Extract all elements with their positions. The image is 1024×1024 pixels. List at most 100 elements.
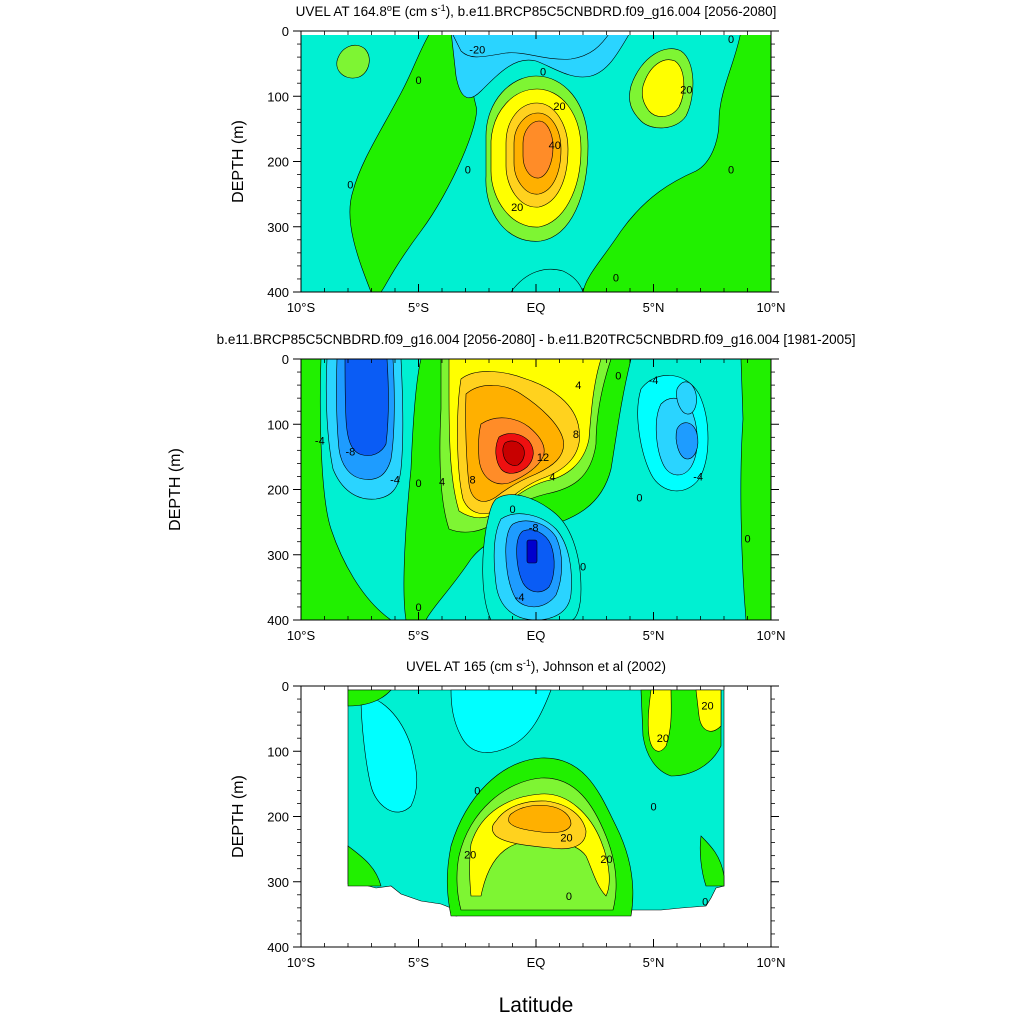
contour-label: 4 (549, 471, 555, 483)
contour-label: 0 (650, 802, 656, 814)
contour-label: 0 (702, 896, 708, 908)
x-tick-label: 5°N (643, 628, 665, 643)
x-tick-label: EQ (527, 955, 546, 970)
contour-label: 0 (415, 478, 421, 490)
negative-band (450, 689, 552, 753)
x-tick-label: 10°N (756, 955, 785, 970)
contour-label: 20 (560, 832, 572, 844)
contour-label: 4 (575, 380, 581, 392)
contour-label: 20 (701, 701, 713, 713)
positive-band (740, 359, 771, 620)
contour-label: 0 (540, 66, 546, 78)
x-axis-label: Latitude (499, 994, 574, 1017)
y-tick-label: 100 (267, 417, 289, 432)
positive-deep-south (347, 845, 382, 887)
contour-label: 0 (615, 370, 621, 382)
y-axis-label: DEPTH (m) (230, 775, 247, 858)
contour-label: 0 (728, 164, 734, 176)
contour-label: 0 (613, 273, 619, 285)
y-axis-label: DEPTH (m) (167, 448, 184, 531)
y-axis-label: DEPTH (m) (230, 120, 247, 203)
panel-title: UVEL AT 164.8oE (cm s-1), b.e11.BRCP85C5… (296, 3, 777, 19)
y-tick-label: 400 (267, 285, 289, 300)
contour-label: -8 (345, 447, 355, 459)
y-tick-label: 100 (267, 89, 289, 104)
panel-bottom-field (301, 686, 771, 947)
contour-label: 20 (657, 733, 669, 745)
undercurrent-core (508, 804, 572, 834)
contour-label: 8 (469, 475, 475, 487)
y-tick-label: 100 (267, 744, 289, 759)
panel-title: b.e11.BRCP85C5CNBDRD.f09_g16.004 [2056-2… (217, 332, 856, 347)
x-tick-label: 5°S (408, 300, 429, 315)
y-tick-label: 0 (282, 24, 289, 39)
contour-label: 0 (474, 785, 480, 797)
contour-label: -20 (469, 44, 485, 56)
y-tick-label: 200 (267, 810, 289, 825)
negative-core-deep (526, 539, 538, 564)
deep-negative (510, 268, 584, 292)
contour-label: 0 (415, 75, 421, 87)
negative-core-north (676, 381, 697, 415)
contour-label: 8 (573, 429, 579, 441)
y-tick-label: 400 (267, 940, 289, 955)
south-band-10 (336, 45, 370, 79)
contour-label: 0 (744, 533, 750, 545)
plot-frame (300, 358, 772, 621)
contour-label: 0 (728, 34, 734, 46)
x-tick-label: 10°N (756, 628, 785, 643)
contour-label: -4 (515, 592, 525, 604)
contour-label: 12 (537, 452, 549, 464)
contour-label: 0 (509, 504, 515, 516)
contour-label: 20 (680, 85, 692, 97)
x-tick-label: 5°N (643, 955, 665, 970)
contour-labels: 20 20 0 0 20 20 20 0 0 (464, 701, 714, 909)
y-tick-label: 300 (267, 220, 289, 235)
contour-label: 0 (566, 891, 572, 903)
y-tick-label: 300 (267, 548, 289, 563)
contour-label: 20 (553, 101, 565, 113)
zero-contour-band (301, 31, 771, 292)
contour-label: 0 (465, 164, 471, 176)
contour-label: 0 (580, 561, 586, 573)
contour-label: -4 (649, 375, 659, 387)
x-tick-label: 5°S (408, 628, 429, 643)
contour-label: -4 (315, 436, 325, 448)
ncc-band-20 (647, 689, 672, 752)
contour-label: 20 (600, 854, 612, 866)
x-tick-label: 10°S (287, 955, 316, 970)
y-tick-label: 400 (267, 613, 289, 628)
plot-frame (300, 30, 772, 293)
x-tick-label: EQ (527, 628, 546, 643)
negative-band (301, 31, 432, 292)
contour-label: 0 (636, 492, 642, 504)
ncc-band-20 (641, 59, 685, 117)
contour-label: -4 (390, 475, 400, 487)
contour-label: 0 (415, 602, 421, 614)
ncc-band-20-east (695, 689, 722, 732)
contour-label: 0 (347, 179, 353, 191)
y-tick-label: 200 (267, 155, 289, 170)
negative-core-south (344, 359, 389, 456)
positive-deep-north (699, 835, 725, 887)
negative-core-north-8 (675, 422, 699, 460)
negative-core (450, 31, 612, 60)
plot-frame (300, 685, 772, 948)
x-tick-label: EQ (527, 300, 546, 315)
x-tick-label: 5°S (408, 955, 429, 970)
contour-label: 4 (439, 477, 445, 489)
contour-label: 20 (511, 202, 523, 214)
undercurrent-core (522, 120, 554, 179)
contour-label: 40 (549, 140, 561, 152)
y-tick-label: 0 (282, 679, 289, 694)
panel-title: UVEL AT 165 (cm s-1), Johnson et al (200… (406, 658, 666, 674)
panel-middle-field (301, 359, 771, 620)
positive-band (301, 359, 392, 620)
